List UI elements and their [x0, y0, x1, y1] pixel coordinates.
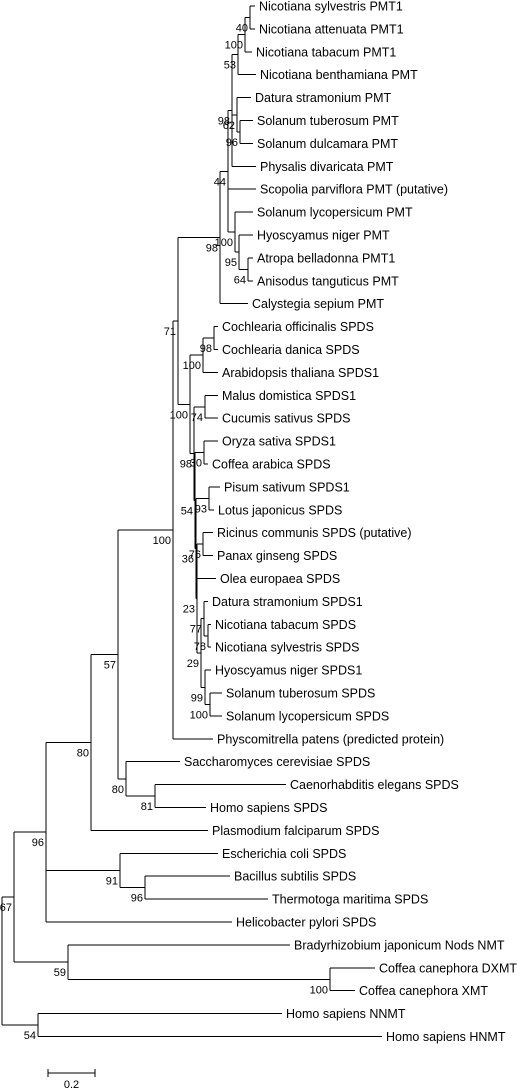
leaf-pisum-sativum-spds1-label: Pisum sativum SPDS1	[224, 480, 350, 494]
bootstrap-clade-nico-sylv-att: 40	[236, 22, 248, 34]
leaf-nicotiana-attenuata-pmt1-label: Nicotiana attenuata PMT1	[259, 22, 404, 36]
leaf-lotus-japonicus-spds-label: Lotus japonicus SPDS	[218, 503, 342, 517]
leaf-calystegia-sepium-pmt-label: Calystegia sepium PMT	[252, 297, 384, 311]
bootstrap-clade-solanum-pmt: 96	[226, 137, 238, 149]
leaf-homo-sapiens-spds-label: Homo sapiens SPDS	[210, 801, 327, 815]
bootstrap-clade-datura-nicotiana-spds: 77	[190, 624, 202, 636]
bootstrap-clade-ricinus-panax: 76	[189, 549, 201, 561]
bootstrap-clade-spds-all: 96	[32, 837, 44, 849]
bootstrap-clade-plant-spds-core: 100	[170, 409, 188, 421]
leaf-datura-stramonium-pmt-label: Datura stramonium PMT	[255, 91, 392, 105]
leaf-bacillus-subtilis-spds-label: Bacillus subtilis SPDS	[234, 870, 356, 884]
bootstrap-clade-spds-nmt: 67	[0, 902, 12, 914]
leaf-nicotiana-sylvestris-pmt1-label: Nicotiana sylvestris PMT1	[259, 0, 403, 14]
bootstrap-clade-pmt: 71	[164, 326, 176, 338]
leaf-homo-sapiens-hnmt-label: Homo sapiens HNMT	[386, 1030, 506, 1044]
bootstrap-clade-pmt-main: 98	[206, 243, 218, 255]
scale-bar-label: 0.2	[64, 1079, 79, 1091]
leaf-solanum-dulcamara-pmt-label: Solanum dulcamara PMT	[257, 137, 398, 151]
leaf-solanum-lycopersicum-pmt-label: Solanum lycopersicum PMT	[257, 206, 413, 220]
leaf-helicobacter-pylori-spds-label: Helicobacter pylori SPDS	[236, 916, 376, 930]
bootstrap-clade-hyo-solanum-spds: 99	[191, 692, 203, 704]
leaf-cucumis-sativus-spds-label: Cucumis sativus SPDS	[222, 412, 351, 426]
leaf-bradyrhizobium-japonicum-nods-nmt-label: Bradyrhizobium japonicum Nods NMT	[294, 938, 505, 952]
leaf-nicotiana-sylvestris-spds-label: Nicotiana sylvestris SPDS	[215, 641, 360, 655]
leaf-plasmodium-falciparum-spds-label: Plasmodium falciparum SPDS	[212, 824, 379, 838]
leaf-cochlearia-danica-spds-label: Cochlearia danica SPDS	[222, 343, 360, 357]
leaf-thermotoga-maritima-spds-label: Thermotoga maritima SPDS	[272, 893, 428, 907]
bootstrap-clade-ricinus-panax-olea: 23	[183, 604, 195, 616]
leaf-nicotiana-tabacum-spds-label: Nicotiana tabacum SPDS	[215, 618, 356, 632]
leaf-hyoscyamus-niger-pmt-label: Hyoscyamus niger PMT	[257, 229, 390, 243]
leaf-scopolia-parviflora-pmt-label: Scopolia parviflora PMT (putative)	[260, 183, 448, 197]
bootstrap-clade-nicotiana-three: 100	[225, 40, 243, 52]
leaf-ricinus-communis-spds-label: Ricinus communis SPDS (putative)	[217, 526, 412, 540]
bootstrap-clade-solanaceae-spds: 29	[187, 658, 199, 670]
leaf-hyoscyamus-niger-spds1-label: Hyoscyamus niger SPDS1	[215, 664, 362, 678]
bootstrap-clade-bacillus-thermotoga: 96	[131, 893, 143, 905]
bootstrap-clade-euk-spds: 80	[77, 747, 89, 759]
bootstrap-clade-nmt: 59	[54, 967, 66, 979]
bootstrap-clade-solanum-spds: 100	[190, 709, 208, 721]
leaf-escherichia-coli-spds-label: Escherichia coli SPDS	[222, 847, 346, 861]
bootstrap-clade-spds-deeper: 36	[182, 553, 194, 565]
bootstrap-clade-hyo-atropa: 95	[225, 257, 237, 269]
bootstrap-clade-atropa-anisodus: 64	[234, 274, 246, 286]
bootstrap-clade-bacterial-spds: 91	[106, 875, 118, 887]
leaf-nicotiana-tabacum-pmt1-label: Nicotiana tabacum PMT1	[256, 45, 396, 59]
leaf-coffea-arabica-spds-label: Coffea arabica SPDS	[212, 458, 331, 472]
leaf-oryza-sativa-spds1-label: Oryza sativa SPDS1	[222, 435, 336, 449]
leaf-saccharomyces-cerevisiae-spds-label: Saccharomyces cerevisiae SPDS	[184, 755, 370, 769]
leaf-arabidopsis-thaliana-spds1-label: Arabidopsis thaliana SPDS1	[222, 366, 379, 380]
bootstrap-clade-pmt-upper: 98	[218, 115, 230, 127]
leaf-coffea-canephora-dxmt-label: Coffea canephora DXMT	[379, 961, 517, 975]
bootstrap-clade-nicotiana-spds: 78	[194, 641, 206, 653]
bootstrap-clade-plant-pmt: 100	[153, 535, 171, 547]
bootstrap-clade-plant-spds: 57	[104, 659, 116, 671]
bootstrap-clade-brassicaceae: 100	[183, 360, 201, 372]
leaf-atropa-belladonna-pmt1-label: Atropa belladonna PMT1	[257, 251, 395, 265]
bootstrap-clade-spds-rest: 98	[180, 459, 192, 471]
leaf-physcomitrella-patens-label: Physcomitrella patens (predicted protein…	[217, 732, 444, 746]
leaf-caenorhabditis-elegans-spds-label: Caenorhabditis elegans SPDS	[290, 778, 459, 792]
bootstrap-clade-celegans-homo: 81	[141, 801, 153, 813]
leaf-anisodus-tanguticus-pmt-label: Anisodus tanguticus PMT	[257, 274, 399, 288]
bootstrap-clade-fungi-animal: 80	[112, 784, 124, 796]
leaf-coffea-canephora-xmt-label: Coffea canephora XMT	[359, 984, 488, 998]
leaf-cochlearia-officinalis-spds-label: Cochlearia officinalis SPDS	[222, 320, 374, 334]
bootstrap-clade-nicotiana-pmt: 53	[224, 60, 236, 72]
leaf-solanum-tuberosum-spds-label: Solanum tuberosum SPDS	[226, 687, 375, 701]
leaf-datura-stramonium-spds1-label: Datura stramonium SPDS1	[212, 595, 363, 609]
bootstrap-clade-lyc-hyo-atropa: 100	[215, 237, 233, 249]
bootstrap-clade-spds-deep: 54	[181, 505, 193, 517]
bootstrap-clade-datura-solanum-pmt: 62	[223, 120, 235, 132]
bootstrap-clade-human-nmt: 54	[24, 1030, 36, 1042]
leaf-physalis-divaricata-pmt-label: Physalis divaricata PMT	[260, 160, 394, 174]
leaf-olea-europaea-spds-label: Olea europaea SPDS	[220, 572, 340, 586]
bootstrap-clade-oryza-coffea: 30	[190, 458, 202, 470]
leaf-homo-sapiens-nnmt-label: Homo sapiens NNMT	[286, 1007, 406, 1021]
bootstrap-clade-cochlearia: 98	[200, 343, 212, 355]
bootstrap-clade-pmt-inner: 44	[214, 176, 226, 188]
leaf-nicotiana-benthamiana-pmt-label: Nicotiana benthamiana PMT	[260, 68, 418, 82]
leaf-malus-domistica-spds1-label: Malus domistica SPDS1	[222, 389, 356, 403]
leaf-solanum-lycopersicum-spds-label: Solanum lycopersicum SPDS	[226, 709, 389, 723]
bootstrap-clade-coffea-canephora: 100	[310, 984, 328, 996]
bootstrap-clade-malus-cucumis: 74	[191, 412, 203, 424]
leaf-panax-ginseng-spds-label: Panax ginseng SPDS	[217, 549, 337, 563]
bootstrap-clade-pisum-lotus: 93	[195, 503, 207, 515]
leaf-solanum-tuberosum-pmt-label: Solanum tuberosum PMT	[257, 114, 399, 128]
